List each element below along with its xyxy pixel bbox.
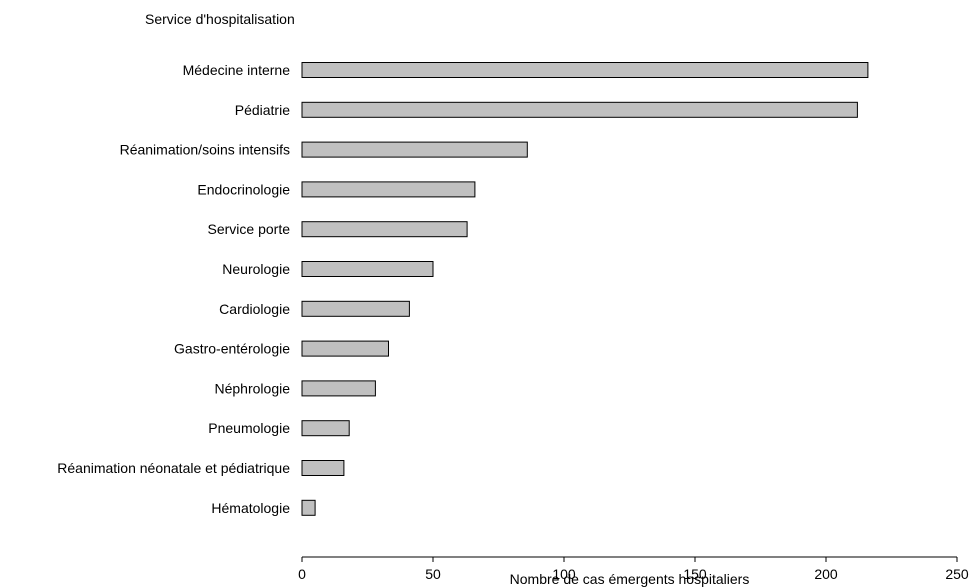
- bar: [301, 460, 345, 476]
- category-label: Endocrinologie: [197, 181, 290, 197]
- category-label: Réanimation/soins intensifs: [120, 142, 290, 158]
- category-axis-label: Service d'hospitalisation: [145, 11, 295, 27]
- category-label: Réanimation néonatale et pédiatrique: [57, 460, 290, 476]
- x-tick-label: 250: [945, 566, 969, 582]
- category-label: Médecine interne: [183, 62, 291, 78]
- bar: [301, 340, 389, 357]
- category-label: Pédiatrie: [235, 102, 290, 118]
- bar: [301, 101, 858, 118]
- x-ticks-group: 0 50 100 150 200 250: [298, 557, 969, 582]
- bar: [301, 380, 376, 397]
- bar: [301, 420, 350, 437]
- bar: [301, 300, 410, 317]
- x-tick-label: 50: [425, 566, 441, 582]
- bar: [301, 141, 528, 158]
- x-tick-label: 100: [552, 566, 576, 582]
- x-tick-label: 200: [814, 566, 838, 582]
- category-label: Cardiologie: [219, 301, 290, 317]
- bars-group: [301, 62, 869, 516]
- bar: [301, 62, 869, 78]
- category-labels-group: Médecine interne Pédiatrie Réanimation/soi…: [57, 62, 290, 516]
- category-label: Néphrologie: [215, 380, 291, 396]
- category-label: Service porte: [208, 221, 291, 237]
- x-tick-label: 0: [298, 566, 306, 582]
- category-label: Pneumologie: [208, 420, 290, 436]
- x-axis-label: Nombre de cas émergents hospitaliers: [510, 571, 750, 587]
- bar: [301, 181, 476, 198]
- bar: [301, 499, 316, 516]
- category-label: Hématologie: [211, 500, 290, 516]
- x-tick-label: 150: [683, 566, 707, 582]
- bar: [301, 261, 434, 277]
- category-label: Gastro-entérologie: [174, 341, 290, 357]
- category-label: Neurologie: [222, 261, 290, 277]
- bar: [301, 221, 468, 238]
